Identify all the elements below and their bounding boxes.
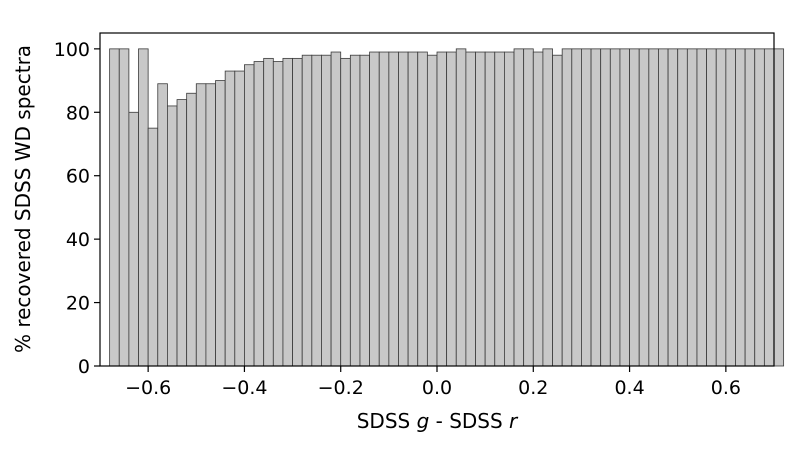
histogram-bar: [686, 48, 698, 367]
histogram-bar: [301, 54, 313, 367]
histogram-bar: [157, 83, 168, 367]
histogram-bar: [561, 48, 573, 367]
histogram-bar: [292, 57, 303, 367]
x-axis-label: SDSS g - SDSS r: [357, 409, 519, 433]
histogram-bar: [349, 54, 361, 367]
x-tick-label: −0.2: [318, 377, 364, 399]
histogram-bar: [484, 51, 496, 367]
histogram-bar: [696, 48, 708, 367]
histogram-bar: [215, 80, 226, 367]
histogram-bar: [581, 48, 592, 367]
histogram-bar: [378, 51, 390, 367]
x-tick-label: 0.0: [422, 377, 452, 399]
histogram-bar: [426, 54, 438, 367]
histogram-bar: [128, 111, 139, 367]
histogram-bar: [571, 48, 582, 367]
histogram-bar: [532, 51, 544, 367]
histogram-bar: [272, 61, 284, 367]
histogram-bar: [263, 57, 274, 367]
histogram-bar: [725, 48, 736, 367]
y-axis-label: % recovered SDSS WD spectra: [11, 45, 35, 353]
y-tick-label: 60: [66, 166, 90, 188]
histogram-bar: [253, 61, 265, 367]
histogram-bar: [321, 54, 332, 367]
histogram-bar: [609, 48, 621, 367]
y-tick-label: 80: [66, 102, 90, 124]
histogram-bar: [417, 51, 428, 367]
histogram-bar: [388, 51, 399, 367]
histogram-bar: [186, 92, 197, 367]
bars-group: [109, 48, 785, 367]
histogram-bar: [523, 48, 534, 367]
histogram-bar: [244, 64, 255, 367]
histogram-bar: [494, 51, 505, 367]
histogram-bar: [667, 48, 679, 367]
histogram-bar: [513, 48, 525, 367]
histogram-bar: [475, 51, 486, 367]
histogram-bar: [638, 48, 650, 367]
histogram-bar: [600, 48, 611, 367]
x-tick-label: 0.6: [711, 377, 741, 399]
histogram-bar: [147, 127, 159, 367]
histogram-bar: [224, 70, 236, 367]
histogram-bar: [446, 51, 457, 367]
histogram-bar: [330, 51, 342, 367]
histogram-bar: [398, 51, 409, 367]
histogram-bar: [744, 48, 756, 367]
x-tick-label: 0.4: [614, 377, 644, 399]
histogram-bar: [436, 51, 448, 367]
y-tick-label: 40: [66, 229, 90, 251]
y-tick-label: 100: [54, 39, 90, 61]
histogram-bar: [340, 57, 351, 367]
histogram-bar: [763, 48, 775, 367]
histogram-bar: [542, 48, 553, 367]
histogram-bar: [715, 48, 727, 367]
x-axis-label-middle: - SDSS: [429, 409, 509, 433]
histogram-bar: [138, 48, 149, 367]
x-axis-label-prefix: SDSS: [357, 409, 417, 433]
histogram-bar: [677, 48, 688, 367]
histogram-bar: [590, 48, 602, 367]
histogram-bar: [465, 51, 476, 367]
histogram-bar: [754, 48, 765, 367]
x-tick-label: −0.6: [125, 377, 171, 399]
x-axis-label-g: g: [417, 409, 430, 433]
histogram-bar: [773, 48, 785, 367]
histogram-bar: [735, 48, 746, 367]
y-tick-label: 20: [66, 293, 90, 315]
histogram-bar: [234, 70, 245, 367]
histogram-bar: [619, 48, 630, 367]
y-axis-ticks: 0 20 40 60 80 100: [54, 39, 100, 378]
histogram-bar: [205, 83, 216, 367]
histogram-bar: [629, 48, 640, 367]
histogram-bar: [706, 48, 717, 367]
histogram-bar: [503, 51, 515, 367]
x-axis-ticks: −0.6 −0.4 −0.2 0.0 0.2 0.4 0.6: [125, 366, 741, 399]
histogram-bar: [109, 48, 120, 367]
histogram-bar: [407, 51, 419, 367]
histogram-bar: [311, 54, 322, 367]
histogram-bar: [455, 48, 467, 367]
histogram-bar: [118, 48, 130, 367]
histogram-bar: [195, 83, 207, 367]
histogram-bar: [648, 48, 659, 367]
histogram-bar: [282, 57, 293, 367]
x-tick-label: −0.4: [221, 377, 267, 399]
histogram-bar: [359, 54, 371, 367]
histogram-bar: [176, 99, 188, 367]
x-axis-label-r: r: [509, 409, 519, 433]
histogram-bar: [166, 105, 178, 367]
histogram-bar: [369, 51, 380, 367]
x-tick-label: 0.2: [518, 377, 548, 399]
histogram-bar: [552, 54, 563, 367]
y-tick-label: 0: [78, 356, 90, 378]
histogram-bar: [658, 48, 669, 367]
